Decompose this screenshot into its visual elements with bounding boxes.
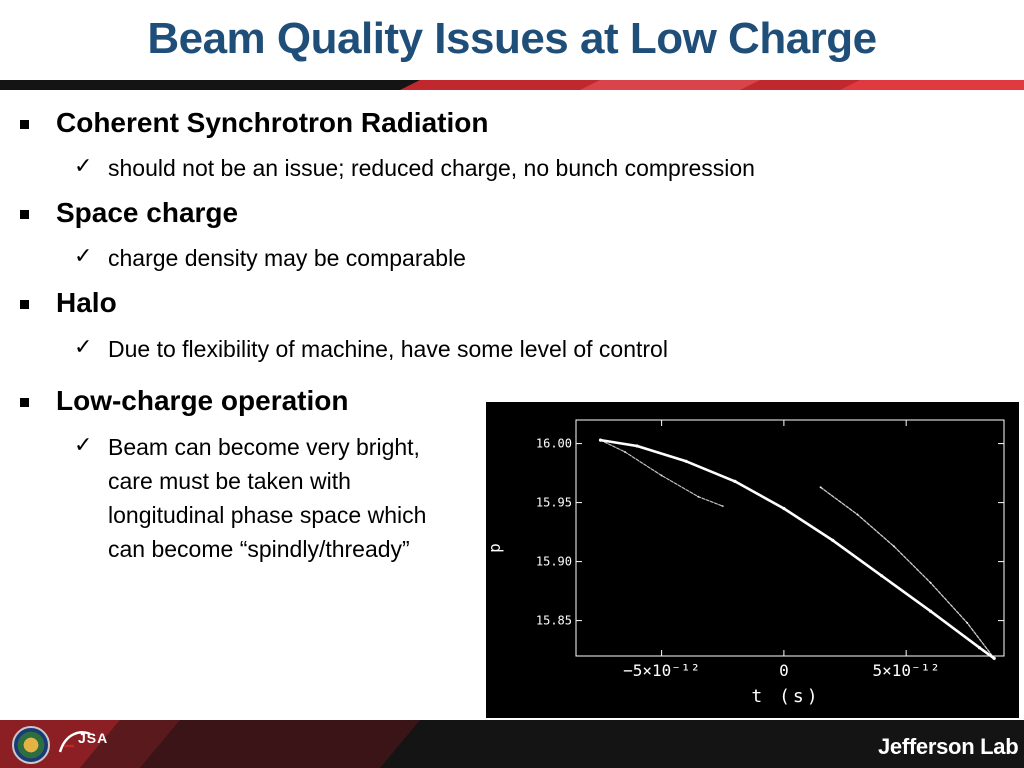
title-divider-bar xyxy=(0,80,1024,90)
sub-bullet-low-charge-line-4: can become “spindly/thready” xyxy=(108,536,410,562)
bullet-marker xyxy=(20,300,29,309)
bullet-marker xyxy=(20,210,29,219)
data-point xyxy=(623,450,626,453)
bullet-marker xyxy=(20,120,29,129)
sub-bullet-low-charge-line-1: Beam can become very bright, xyxy=(108,434,420,460)
series-line-2 xyxy=(819,486,995,660)
data-point xyxy=(856,513,859,516)
x-tick-label: 5×10⁻¹² xyxy=(872,661,939,680)
phase-space-plot: 16.00 15.95 15.90 15.85 −5×10⁻¹² 0 5×10⁻¹² t (s… xyxy=(486,402,1019,718)
bullet-halo: Halo xyxy=(56,287,117,318)
series-line-0 xyxy=(599,438,996,660)
jefferson-lab-logo: Jefferson Lab xyxy=(878,734,1019,759)
doe-seal-logo xyxy=(12,726,50,764)
series-line-1 xyxy=(599,439,724,507)
data-point xyxy=(977,646,982,650)
y-tick-label: 16.00 xyxy=(536,437,572,451)
plot-frame xyxy=(575,419,1005,657)
x-tick-label: 0 xyxy=(779,661,789,680)
data-point xyxy=(721,505,724,508)
data-point xyxy=(966,622,969,624)
data-point xyxy=(733,479,737,483)
data-point xyxy=(782,506,786,511)
data-point xyxy=(684,459,688,463)
check-icon: ✓ xyxy=(74,335,93,360)
check-icon: ✓ xyxy=(74,154,93,179)
data-point xyxy=(993,657,996,660)
y-axis-label: p xyxy=(486,543,504,553)
data-point xyxy=(880,574,884,578)
data-point xyxy=(635,444,639,448)
phase-space-chart: 16.00 15.95 15.90 15.85 −5×10⁻¹² 0 5×10⁻¹² t (s… xyxy=(486,419,1005,707)
x-tick-label: −5×10⁻¹² xyxy=(623,661,700,680)
check-icon: ✓ xyxy=(74,433,93,458)
y-tick-label: 15.90 xyxy=(536,555,572,569)
y-tick-label: 15.85 xyxy=(536,614,572,628)
data-point xyxy=(660,474,663,477)
data-point xyxy=(819,486,822,489)
sub-bullet-space-charge: charge density may be comparable xyxy=(108,245,466,271)
bullet-low-charge-operation: Low-charge operation xyxy=(56,385,349,416)
bullet-space-charge: Space charge xyxy=(56,197,239,228)
data-point xyxy=(929,581,932,584)
footer-bar xyxy=(0,720,1024,768)
sub-bullet-halo: Due to flexibility of machine, have some… xyxy=(108,336,668,362)
jsa-logo-text: JSA xyxy=(78,730,109,746)
data-point xyxy=(831,538,835,542)
data-point xyxy=(697,495,700,498)
sub-bullet-csr: should not be an issue; reduced charge, … xyxy=(108,155,755,181)
check-icon: ✓ xyxy=(74,244,93,269)
data-point xyxy=(929,609,933,613)
sub-bullet-low-charge-line-3: longitudinal phase space which xyxy=(108,502,427,528)
y-tick-label: 15.95 xyxy=(536,496,572,510)
x-axis-label: t (s) xyxy=(751,686,820,707)
bullet-coherent-synchrotron-radiation: Coherent Synchrotron Radiation xyxy=(56,107,489,138)
data-point xyxy=(599,439,602,442)
bullet-marker xyxy=(20,398,29,407)
jsa-logo-icon xyxy=(58,731,91,753)
sub-bullet-low-charge-line-2: care must be taken with xyxy=(108,468,351,494)
bullet-list: Coherent Synchrotron Radiation ✓ should … xyxy=(20,107,755,562)
slide-title: Beam Quality Issues at Low Charge xyxy=(147,14,877,63)
data-point xyxy=(892,545,895,548)
